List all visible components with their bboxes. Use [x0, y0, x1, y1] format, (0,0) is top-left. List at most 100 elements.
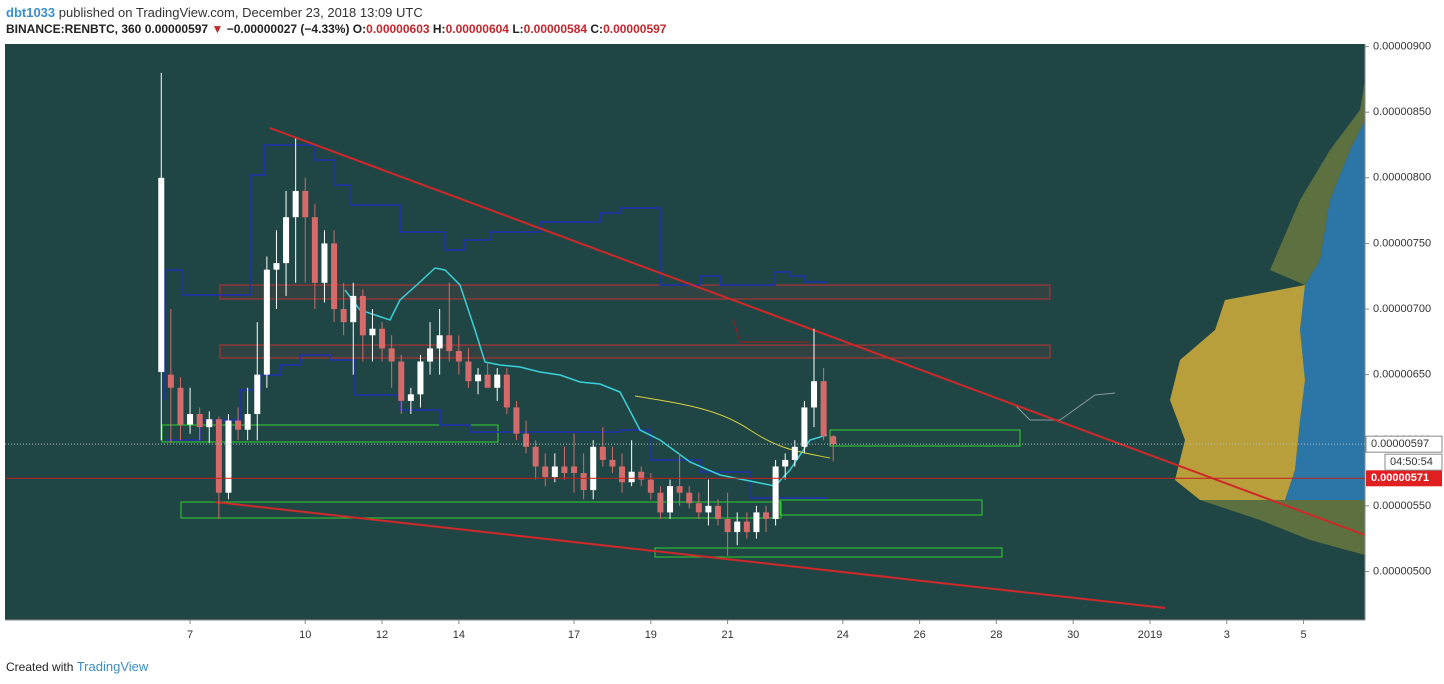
candle-body [782, 459, 789, 467]
candle-body [532, 446, 539, 467]
candle-body [743, 521, 750, 533]
candle [830, 434, 837, 462]
candle [177, 377, 184, 441]
candle [254, 322, 261, 441]
candle [619, 453, 626, 493]
candle-body [187, 414, 194, 425]
candle-body [311, 217, 318, 283]
baseline-line [164, 144, 827, 400]
x-tick-label: 14 [453, 629, 465, 641]
candle [350, 282, 357, 375]
candle-body [542, 466, 549, 477]
candle [311, 204, 318, 310]
candle [455, 335, 462, 375]
change: −0.00000027 (−4.33%) [226, 22, 350, 36]
candle-body [321, 243, 328, 283]
y-tick-label: 0.00000750 [1373, 237, 1431, 249]
candle-body [359, 295, 366, 336]
candle [196, 407, 203, 441]
candle-body [715, 505, 722, 519]
candle-body [811, 381, 818, 408]
candle-body [379, 328, 386, 349]
candle-body [561, 466, 568, 474]
candle [446, 282, 453, 362]
candle [638, 466, 645, 487]
candle [225, 414, 232, 500]
candle [695, 492, 702, 519]
candle-body [628, 471, 635, 483]
candle-body [177, 387, 184, 425]
candle [167, 309, 174, 443]
candle-body [263, 269, 270, 375]
candle [705, 479, 712, 526]
candle-body [724, 518, 731, 533]
last-price-box [1365, 435, 1443, 453]
candle [407, 387, 414, 415]
candle [273, 230, 280, 310]
candle [532, 440, 539, 480]
candle [647, 473, 654, 500]
candle [292, 138, 299, 283]
candle-body [772, 466, 779, 519]
candle-body [350, 295, 357, 323]
candle [715, 499, 722, 526]
candle-body [667, 486, 674, 513]
symbol: BINANCE:RENBTC, 360 [6, 22, 142, 36]
candle-body [254, 374, 261, 415]
candle [206, 411, 213, 443]
candle-body [465, 361, 472, 382]
price-axis [1365, 44, 1444, 650]
candle-body [244, 414, 251, 430]
zone [654, 547, 1003, 558]
x-tick-label: 3 [1224, 629, 1230, 641]
candle-body [340, 309, 347, 323]
x-tick-label: 26 [913, 629, 925, 641]
trendline [269, 127, 1366, 536]
zone [779, 499, 983, 516]
candle [820, 368, 827, 441]
author[interactable]: dbt1033 [6, 5, 56, 20]
last: 0.00000597 [144, 22, 209, 36]
candle-body [657, 492, 664, 513]
candle [331, 230, 338, 323]
candle [571, 433, 578, 493]
x-tick-label: 19 [645, 629, 657, 641]
brand[interactable]: TradingView [76, 659, 149, 674]
candle [753, 505, 760, 539]
h: 0.00000604 [445, 22, 509, 36]
o-label: O: [352, 22, 367, 36]
x-tick-label: 17 [568, 629, 580, 641]
candle-body [369, 328, 376, 336]
candle-body [167, 374, 174, 388]
candle [283, 190, 290, 296]
candle-body [407, 394, 414, 401]
candle-body [417, 361, 424, 395]
candle-body [791, 446, 798, 460]
candle-body [686, 492, 693, 504]
candle [369, 309, 376, 362]
y-tick-label: 0.00000550 [1373, 500, 1431, 512]
level-box [1366, 470, 1442, 487]
candle-body [695, 503, 702, 513]
candle-body [331, 243, 338, 310]
candle [686, 486, 693, 509]
y-tick-label: 0.00000700 [1373, 303, 1431, 315]
candle [657, 486, 664, 519]
countdown-box [1384, 453, 1443, 471]
candle-body [734, 521, 741, 533]
plot-background [5, 44, 1365, 620]
candle-body [158, 177, 165, 373]
zone [161, 424, 499, 443]
candle-body [494, 374, 501, 388]
h-label: H: [432, 22, 446, 36]
candle-body [206, 419, 213, 428]
x-tick-label: 24 [837, 629, 849, 641]
candle-body [705, 505, 712, 513]
candle [561, 446, 568, 480]
candle-body [388, 348, 395, 362]
x-tick-label: 28 [990, 629, 1002, 641]
candle [667, 479, 674, 519]
zone [829, 429, 1021, 447]
candle [321, 230, 328, 303]
candle [484, 361, 491, 388]
